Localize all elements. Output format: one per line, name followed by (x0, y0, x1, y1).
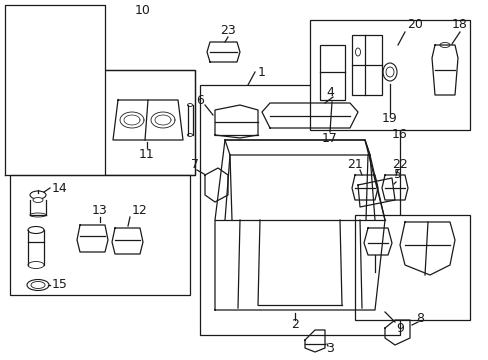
Text: 3: 3 (325, 342, 333, 355)
Text: 14: 14 (52, 181, 68, 194)
Text: 13: 13 (92, 203, 108, 216)
Bar (354, 215, 469, 320)
Text: 15: 15 (52, 279, 68, 292)
Ellipse shape (30, 213, 46, 217)
Text: 6: 6 (196, 94, 203, 107)
Text: 18: 18 (451, 18, 467, 31)
Text: 1: 1 (258, 66, 265, 78)
Text: 23: 23 (220, 23, 235, 36)
Text: 22: 22 (391, 158, 407, 171)
Ellipse shape (187, 134, 192, 136)
Text: 17: 17 (322, 131, 337, 144)
Ellipse shape (28, 261, 44, 269)
Bar (200, 85, 399, 335)
Ellipse shape (28, 226, 44, 234)
Text: 4: 4 (325, 85, 333, 99)
Ellipse shape (33, 198, 43, 202)
Text: 5: 5 (393, 168, 401, 181)
Text: 11: 11 (139, 148, 155, 162)
Text: 20: 20 (406, 18, 422, 31)
Bar (351, 35, 381, 95)
Text: 8: 8 (415, 311, 423, 324)
Text: 19: 19 (381, 112, 397, 125)
Bar (309, 20, 469, 130)
Ellipse shape (385, 67, 393, 77)
Bar (319, 45, 345, 100)
Ellipse shape (439, 42, 449, 48)
Text: 7: 7 (191, 158, 199, 171)
Ellipse shape (31, 282, 45, 288)
Text: 16: 16 (391, 129, 407, 141)
Ellipse shape (355, 48, 360, 56)
Text: 10: 10 (135, 4, 151, 17)
Ellipse shape (382, 63, 396, 81)
Ellipse shape (187, 104, 192, 107)
Text: 21: 21 (346, 158, 362, 171)
Text: 2: 2 (290, 319, 298, 332)
Bar (10, 175, 190, 295)
Ellipse shape (27, 279, 49, 291)
Text: 9: 9 (395, 321, 403, 334)
Text: 12: 12 (132, 203, 147, 216)
Bar (105, 70, 195, 175)
Ellipse shape (30, 191, 46, 199)
